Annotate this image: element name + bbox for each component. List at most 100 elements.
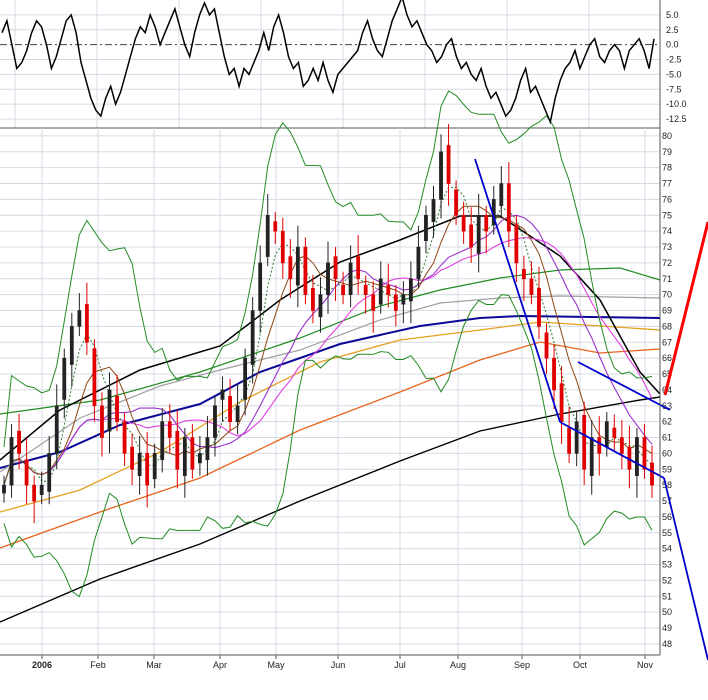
ma-gold bbox=[0, 321, 661, 513]
candle-body bbox=[499, 183, 504, 207]
x-tick-label: Nov bbox=[637, 660, 654, 670]
candle-body bbox=[537, 288, 541, 327]
price-tick-label: 69 bbox=[662, 306, 672, 316]
x-tick-label: Jun bbox=[331, 660, 346, 670]
candle-body bbox=[356, 256, 361, 280]
candle-body bbox=[635, 437, 639, 476]
bollinger-upper bbox=[3, 90, 653, 448]
price-tick-label: 53 bbox=[662, 560, 672, 570]
osc-tick-label: -10.0 bbox=[666, 99, 687, 109]
candle-body bbox=[333, 256, 338, 280]
price-tick-label: 54 bbox=[662, 544, 672, 554]
candle-body bbox=[597, 437, 602, 454]
price-tick-label: 52 bbox=[662, 575, 672, 585]
candle-body bbox=[612, 427, 617, 438]
price-tick-label: 78 bbox=[662, 163, 672, 173]
candle-body bbox=[469, 224, 474, 248]
candle-body bbox=[32, 484, 37, 502]
candle-body bbox=[152, 453, 157, 480]
candle-body bbox=[311, 288, 315, 311]
candle-body bbox=[582, 415, 587, 470]
price-tick-label: 50 bbox=[662, 607, 672, 617]
candle-body bbox=[2, 484, 6, 494]
candle-body bbox=[9, 437, 14, 486]
price-tick-label: 73 bbox=[662, 242, 672, 252]
candle-body bbox=[363, 284, 368, 295]
candle-body bbox=[17, 430, 21, 454]
price-tick-label: 79 bbox=[662, 147, 672, 157]
candle-body bbox=[295, 246, 300, 286]
price-tick-label: 74 bbox=[662, 226, 672, 236]
price-tick-label: 65 bbox=[662, 369, 672, 379]
x-tick-label: Apr bbox=[213, 660, 227, 670]
channel-upper bbox=[577, 361, 671, 411]
oscillator-lines bbox=[1, 0, 655, 125]
osc-tick-label: -2.5 bbox=[666, 55, 682, 65]
osc-tick-label: 0.0 bbox=[666, 40, 679, 50]
candle-body bbox=[401, 294, 406, 305]
channel-lower bbox=[559, 421, 665, 479]
candle-body bbox=[424, 215, 428, 242]
price-tick-label: 62 bbox=[662, 417, 672, 427]
candle-body bbox=[54, 405, 59, 454]
downtrend-line bbox=[474, 158, 561, 423]
price-tick-label: 66 bbox=[662, 353, 672, 363]
candle-body bbox=[107, 389, 112, 432]
candle-body bbox=[265, 215, 270, 257]
candle-body bbox=[514, 224, 519, 264]
candle-body bbox=[24, 459, 29, 486]
candle-body bbox=[408, 278, 413, 302]
trendlines bbox=[474, 158, 708, 661]
candle-body bbox=[258, 262, 263, 311]
price-tick-label: 80 bbox=[662, 131, 672, 141]
candlesticks bbox=[2, 124, 654, 524]
x-tick-label: Mar bbox=[146, 660, 162, 670]
candle-body bbox=[182, 437, 187, 476]
candle-body bbox=[84, 303, 89, 343]
candle-body bbox=[280, 230, 285, 264]
candle-body bbox=[145, 453, 150, 486]
candle-body bbox=[92, 348, 97, 407]
candle-body bbox=[484, 215, 489, 232]
price-tick-label: 49 bbox=[662, 623, 672, 633]
candle-body bbox=[303, 246, 308, 295]
candle-body bbox=[115, 395, 119, 422]
price-tick-label: 59 bbox=[662, 464, 672, 474]
candle-body bbox=[288, 256, 293, 280]
candle-body bbox=[589, 437, 594, 476]
ma-gray bbox=[0, 295, 661, 473]
candle-body bbox=[190, 437, 195, 470]
price-tick-label: 70 bbox=[662, 290, 672, 300]
candle-body bbox=[198, 453, 202, 464]
candle-body bbox=[100, 405, 104, 438]
candle-body bbox=[243, 357, 248, 400]
candle-body bbox=[69, 326, 74, 365]
price-tick-label: 60 bbox=[662, 448, 672, 458]
price-tick-label: 48 bbox=[662, 639, 672, 649]
x-tick-label: May bbox=[267, 660, 285, 670]
price-tick-label: 68 bbox=[662, 321, 672, 331]
projection-up bbox=[663, 221, 708, 396]
price-tick-label: 71 bbox=[662, 274, 672, 284]
candle-body bbox=[461, 215, 466, 232]
x-tick-label: Aug bbox=[450, 660, 466, 670]
x-tick-label: Sep bbox=[514, 660, 530, 670]
x-tick-label: Oct bbox=[573, 660, 588, 670]
candle-body bbox=[522, 268, 526, 280]
candle-body bbox=[529, 278, 534, 295]
price-tick-label: 61 bbox=[662, 433, 672, 443]
price-tick-label: 56 bbox=[662, 512, 672, 522]
price-tick-label: 75 bbox=[662, 210, 672, 220]
candle-body bbox=[62, 357, 67, 400]
candle-body bbox=[650, 462, 654, 486]
x-tick-label: Jul bbox=[394, 660, 406, 670]
candle-body bbox=[228, 395, 232, 422]
candle-body bbox=[439, 151, 443, 200]
candle-body bbox=[567, 427, 572, 454]
candle-body bbox=[431, 199, 436, 222]
candle-body bbox=[137, 453, 142, 476]
candle-body bbox=[250, 310, 255, 365]
x-tick-label: 2006 bbox=[32, 660, 52, 670]
